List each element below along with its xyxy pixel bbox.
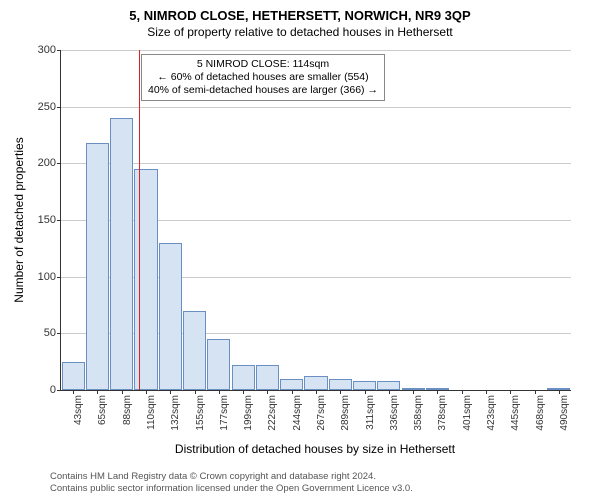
xtick-mark	[195, 390, 196, 394]
ytick-label: 0	[26, 384, 56, 396]
bar	[159, 243, 182, 390]
xtick-label: 110sqm	[146, 395, 157, 445]
footer-line-2: Contains public sector information licen…	[50, 483, 413, 494]
xtick-label: 244sqm	[292, 395, 303, 445]
bar	[232, 365, 255, 390]
ytick-label: 150	[26, 214, 56, 226]
xtick-mark	[146, 390, 147, 394]
annotation-line: 5 NIMROD CLOSE: 114sqm	[148, 58, 378, 71]
bar	[329, 379, 352, 390]
bar	[86, 143, 109, 390]
ytick-mark	[57, 107, 61, 108]
xtick-mark	[559, 390, 560, 394]
ytick-label: 300	[26, 44, 56, 56]
xtick-label: 177sqm	[219, 395, 230, 445]
xtick-label: 88sqm	[122, 395, 133, 445]
y-axis-label: Number of detached properties	[12, 137, 26, 302]
gridline	[61, 50, 571, 51]
ytick-mark	[57, 390, 61, 391]
page-title: 5, NIMROD CLOSE, HETHERSETT, NORWICH, NR…	[0, 0, 600, 23]
xtick-label: 490sqm	[559, 395, 570, 445]
ytick-label: 250	[26, 101, 56, 113]
xtick-label: 445sqm	[510, 395, 521, 445]
xtick-label: 199sqm	[243, 395, 254, 445]
xtick-label: 358sqm	[413, 395, 424, 445]
xtick-mark	[219, 390, 220, 394]
bar	[353, 381, 376, 390]
xtick-label: 311sqm	[365, 395, 376, 445]
xtick-mark	[340, 390, 341, 394]
plot: 05010015020025030043sqm65sqm88sqm110sqm1…	[60, 50, 571, 391]
ytick-label: 100	[26, 271, 56, 283]
xtick-mark	[486, 390, 487, 394]
bar	[304, 376, 327, 390]
xtick-label: 423sqm	[486, 395, 497, 445]
xtick-label: 289sqm	[340, 395, 351, 445]
xtick-mark	[389, 390, 390, 394]
xtick-mark	[292, 390, 293, 394]
xtick-mark	[267, 390, 268, 394]
annotation-line: ← 60% of detached houses are smaller (55…	[148, 71, 378, 84]
ytick-mark	[57, 163, 61, 164]
xtick-mark	[365, 390, 366, 394]
xtick-label: 43sqm	[73, 395, 84, 445]
xtick-label: 468sqm	[535, 395, 546, 445]
reference-line	[139, 50, 140, 390]
xtick-mark	[510, 390, 511, 394]
annotation-box: 5 NIMROD CLOSE: 114sqm← 60% of detached …	[141, 54, 385, 101]
chart: Number of detached properties 0501001502…	[60, 50, 570, 390]
ytick-mark	[57, 333, 61, 334]
bar	[183, 311, 206, 390]
ytick-label: 200	[26, 157, 56, 169]
x-axis-label: Distribution of detached houses by size …	[60, 442, 570, 456]
bar	[62, 362, 85, 390]
footer: Contains HM Land Registry data © Crown c…	[50, 471, 413, 494]
xtick-label: 132sqm	[170, 395, 181, 445]
xtick-label: 336sqm	[389, 395, 400, 445]
xtick-mark	[122, 390, 123, 394]
xtick-mark	[535, 390, 536, 394]
ytick-mark	[57, 220, 61, 221]
xtick-label: 65sqm	[97, 395, 108, 445]
xtick-mark	[243, 390, 244, 394]
page-subtitle: Size of property relative to detached ho…	[0, 25, 600, 39]
xtick-mark	[316, 390, 317, 394]
xtick-label: 155sqm	[195, 395, 206, 445]
ytick-mark	[57, 50, 61, 51]
xtick-mark	[73, 390, 74, 394]
xtick-mark	[437, 390, 438, 394]
ytick-label: 50	[26, 327, 56, 339]
xtick-mark	[97, 390, 98, 394]
bar	[256, 365, 279, 390]
gridline	[61, 107, 571, 108]
xtick-label: 378sqm	[437, 395, 448, 445]
bar	[280, 379, 303, 390]
bar	[207, 339, 230, 390]
xtick-mark	[462, 390, 463, 394]
gridline	[61, 163, 571, 164]
bar	[110, 118, 133, 390]
xtick-label: 267sqm	[316, 395, 327, 445]
xtick-label: 401sqm	[462, 395, 473, 445]
bar	[377, 381, 400, 390]
xtick-label: 222sqm	[267, 395, 278, 445]
ytick-mark	[57, 277, 61, 278]
xtick-mark	[413, 390, 414, 394]
footer-line-1: Contains HM Land Registry data © Crown c…	[50, 471, 413, 482]
annotation-line: 40% of semi-detached houses are larger (…	[148, 84, 378, 97]
xtick-mark	[170, 390, 171, 394]
